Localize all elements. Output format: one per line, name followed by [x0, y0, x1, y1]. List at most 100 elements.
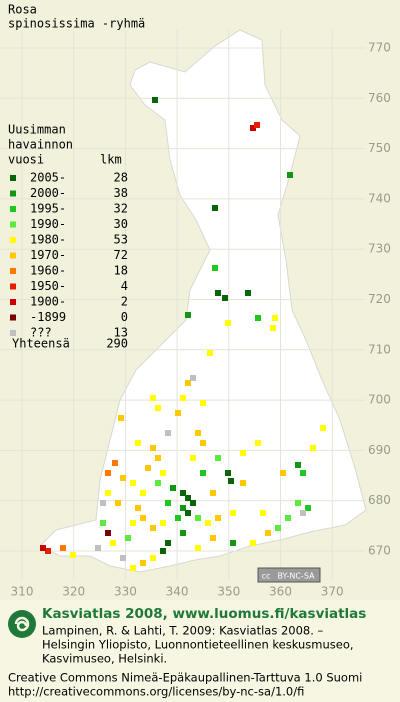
map-title: Rosa	[8, 3, 37, 17]
record-square	[260, 510, 266, 516]
record-square	[120, 475, 126, 481]
badge-text: BY-NC-SA	[277, 572, 315, 581]
record-square	[190, 375, 196, 381]
footer-logo	[8, 610, 36, 638]
site-title: Kasviatlas 2008, www.luomus.fi/kasviatla…	[42, 606, 366, 622]
legend-count: 2	[121, 295, 128, 309]
legend-swatch	[10, 237, 16, 243]
record-square	[287, 172, 293, 178]
grid-label: 340	[166, 585, 189, 599]
record-square	[254, 122, 260, 128]
grid-label: 670	[368, 544, 391, 558]
legend-swatch	[10, 252, 16, 259]
record-square	[185, 510, 191, 516]
record-square	[200, 470, 206, 476]
grid-label: 320	[62, 585, 85, 599]
record-square	[265, 530, 271, 536]
record-square	[255, 440, 261, 446]
record-square	[200, 400, 206, 406]
record-square	[152, 97, 158, 103]
record-square	[300, 510, 306, 516]
record-square	[225, 320, 231, 326]
record-square	[130, 480, 136, 486]
legend-swatch	[10, 221, 16, 228]
record-square	[180, 530, 186, 536]
record-square	[228, 478, 234, 484]
record-square	[272, 315, 278, 321]
record-square	[135, 440, 141, 446]
record-square	[145, 465, 151, 471]
record-square	[275, 525, 281, 531]
grid-label: 720	[368, 292, 391, 306]
record-square	[295, 500, 301, 506]
record-square	[95, 545, 101, 551]
record-square	[300, 470, 306, 476]
grid-label: 700	[368, 393, 391, 407]
finland-outline	[39, 29, 367, 573]
record-square	[250, 125, 256, 131]
legend-swatch	[10, 175, 16, 181]
legend-count: 53	[114, 233, 128, 247]
citation-line: Lampinen, R. & Lahti, T. 2009: Kasviatla…	[42, 624, 324, 638]
record-square	[180, 490, 186, 496]
record-square	[175, 515, 181, 521]
record-square	[212, 265, 218, 271]
record-square	[100, 500, 106, 506]
record-square	[115, 500, 121, 506]
legend-swatch	[10, 268, 16, 274]
legend-label: ???	[30, 326, 52, 340]
record-square	[112, 460, 118, 466]
citation-line: Kasvimuseo, Helsinki.	[42, 652, 167, 666]
record-square	[212, 205, 218, 211]
record-square	[118, 415, 124, 421]
record-square	[245, 290, 251, 296]
record-square	[250, 540, 256, 546]
grid-label: 690	[368, 443, 391, 457]
record-square	[140, 560, 146, 566]
license-badge	[257, 567, 321, 583]
legend-label: 1980-	[30, 233, 66, 247]
legend-count: 13	[114, 326, 128, 340]
record-square	[295, 462, 301, 468]
legend-total-label: Yhteensä	[12, 337, 70, 351]
record-square	[207, 350, 213, 356]
legend-count: 72	[114, 248, 128, 262]
grid-label: 310	[11, 585, 34, 599]
legend-count: 28	[114, 171, 128, 185]
license-line: http://creativecommons.org/licenses/by-n…	[8, 685, 304, 699]
legend-heading: havainnon	[8, 138, 73, 152]
record-square	[200, 440, 206, 446]
record-square	[110, 540, 116, 546]
record-square	[45, 548, 51, 554]
record-square	[165, 540, 171, 546]
badge-icon: cc	[262, 572, 271, 581]
legend-label: 2005-	[30, 171, 66, 185]
grid-label: 730	[368, 242, 391, 256]
legend-col: lkm	[100, 153, 122, 167]
record-square	[180, 505, 186, 511]
grid-label: 710	[368, 342, 391, 356]
legend-label: 1970-	[30, 248, 66, 262]
legend-swatch	[10, 299, 16, 305]
record-square	[320, 425, 326, 431]
legend-heading: Uusimman	[8, 123, 66, 137]
record-square	[70, 552, 76, 558]
legend-col: vuosi	[8, 153, 44, 167]
record-square	[140, 515, 146, 521]
record-square	[150, 445, 156, 451]
legend-swatch	[10, 283, 16, 290]
map-title: spinosissima -ryhmä	[8, 17, 145, 31]
record-square	[215, 290, 221, 296]
record-square	[155, 455, 161, 461]
record-square	[100, 520, 106, 526]
record-square	[185, 312, 191, 318]
record-square	[185, 380, 191, 386]
legend-label: 1900-	[30, 295, 66, 309]
record-square	[310, 445, 316, 451]
record-square	[165, 500, 171, 506]
legend-swatch	[10, 190, 16, 197]
record-square	[155, 405, 161, 411]
record-square	[305, 505, 311, 511]
legend-label: 2000-	[30, 186, 66, 200]
